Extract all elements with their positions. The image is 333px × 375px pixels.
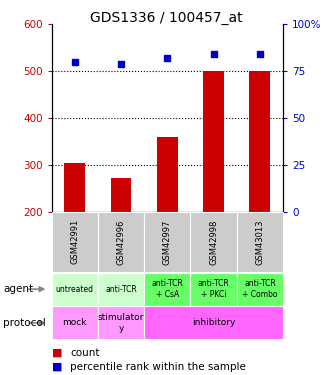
Point <box>72 59 77 65</box>
Bar <box>144 306 283 339</box>
Point <box>257 51 263 57</box>
Bar <box>157 137 178 212</box>
Point <box>211 51 216 57</box>
Bar <box>98 273 144 306</box>
Text: ■: ■ <box>52 362 62 372</box>
Bar <box>98 306 144 339</box>
Text: anti-TCR
+ Combo: anti-TCR + Combo <box>242 279 278 299</box>
Text: anti-TCR: anti-TCR <box>105 285 137 294</box>
Bar <box>98 212 144 272</box>
Text: GSM42998: GSM42998 <box>209 219 218 265</box>
Point <box>165 55 170 61</box>
Bar <box>52 306 98 339</box>
Bar <box>144 212 190 272</box>
Text: GSM42996: GSM42996 <box>117 219 126 265</box>
Text: anti-TCR
+ CsA: anti-TCR + CsA <box>152 279 183 299</box>
Text: untreated: untreated <box>56 285 94 294</box>
Text: mock: mock <box>63 318 87 327</box>
Bar <box>52 212 98 272</box>
Bar <box>237 273 283 306</box>
Text: agent: agent <box>3 284 33 294</box>
Text: percentile rank within the sample: percentile rank within the sample <box>70 362 246 372</box>
Text: stimulator
y: stimulator y <box>98 313 144 333</box>
Text: count: count <box>70 348 100 357</box>
Text: GSM43013: GSM43013 <box>255 219 264 265</box>
Bar <box>249 71 270 212</box>
Point <box>119 61 124 67</box>
Text: anti-TCR
+ PKCi: anti-TCR + PKCi <box>198 279 229 299</box>
Text: inhibitory: inhibitory <box>192 318 235 327</box>
Bar <box>111 178 132 212</box>
Bar <box>237 212 283 272</box>
Bar <box>190 212 237 272</box>
Bar <box>190 273 237 306</box>
Text: ■: ■ <box>52 348 62 357</box>
Text: GSM42991: GSM42991 <box>70 219 79 264</box>
Bar <box>144 273 190 306</box>
Text: GSM42997: GSM42997 <box>163 219 172 265</box>
Text: GDS1336 / 100457_at: GDS1336 / 100457_at <box>90 11 243 25</box>
Bar <box>64 163 85 212</box>
Text: protocol: protocol <box>3 318 46 328</box>
Bar <box>203 71 224 212</box>
Bar <box>52 273 98 306</box>
